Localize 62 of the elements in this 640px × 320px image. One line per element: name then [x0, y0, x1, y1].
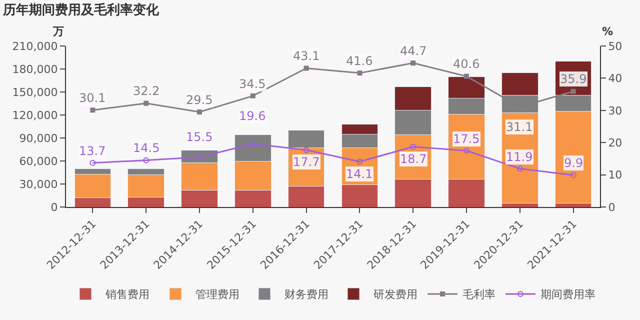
legend-label: 管理费用: [196, 288, 240, 302]
chart-title: 历年期间费用及毛利率变化: [2, 2, 160, 18]
y2-tick-label: 10: [608, 168, 622, 182]
y-tick-label: 90,000: [19, 132, 58, 145]
legend-label: 销售费用: [104, 288, 150, 302]
point: [197, 110, 202, 115]
y2-tick-label: 50: [608, 40, 622, 53]
data-label: 13.7: [79, 144, 106, 158]
data-label: 41.6: [346, 54, 373, 68]
y-axis-title: 万: [52, 25, 64, 38]
y-tick-label: 180,000: [12, 62, 58, 76]
point: [196, 154, 202, 160]
point: [90, 160, 96, 166]
legend-label: 期间费用率: [540, 288, 596, 302]
y-tick-label: 30,000: [19, 178, 58, 191]
y2-tick-label: 20: [608, 136, 622, 150]
data-label: 31.1: [506, 120, 533, 134]
point: [410, 144, 416, 150]
y-tick-label: 120,000: [12, 108, 58, 122]
data-label: 19.6: [239, 109, 266, 123]
y2-axis-title: %: [602, 25, 614, 38]
data-label: 35.9: [560, 72, 587, 86]
legend-label: 研发费用: [374, 288, 418, 302]
data-label: 30.1: [79, 91, 106, 105]
point: [570, 172, 576, 178]
y2-tick-label: 40: [608, 72, 622, 86]
data-label: 14.5: [133, 141, 160, 155]
point: [143, 157, 150, 164]
data-label: 15.5: [186, 130, 213, 144]
point: [250, 93, 256, 98]
data-label: 17.5: [453, 132, 480, 146]
point: [570, 88, 576, 94]
data-label: 40.6: [453, 57, 480, 71]
point: [304, 66, 309, 71]
y2-tick-label: 30: [608, 104, 622, 118]
y-tick-label: 60,000: [19, 154, 58, 168]
point: [410, 60, 416, 66]
data-label: 32.2: [133, 84, 160, 98]
y-tick-label: 210,000: [12, 40, 58, 53]
data-label: 17.7: [293, 155, 320, 169]
data-label: 29.5: [186, 93, 213, 107]
data-label: 18.7: [400, 152, 427, 166]
point: [303, 147, 310, 154]
data-label: 43.1: [293, 49, 320, 63]
data-label: 14.1: [346, 167, 373, 181]
point: [357, 70, 362, 76]
point: [516, 166, 523, 172]
y2-tick-label: 0: [608, 200, 616, 214]
data-label: 44.7: [400, 44, 427, 58]
data-label: 34.5: [239, 77, 266, 91]
y-tick-label: 0: [50, 200, 58, 214]
data-label: 11.9: [506, 150, 533, 164]
y-tick-label: 150,000: [12, 86, 58, 99]
point: [464, 74, 469, 79]
legend-label: 财务费用: [284, 288, 328, 302]
legend-label: 毛利率: [462, 288, 496, 302]
point: [464, 148, 470, 154]
point: [356, 158, 363, 165]
data-label: 9.9: [564, 156, 584, 170]
point: [90, 108, 96, 113]
point: [144, 100, 149, 106]
point: [250, 140, 256, 147]
